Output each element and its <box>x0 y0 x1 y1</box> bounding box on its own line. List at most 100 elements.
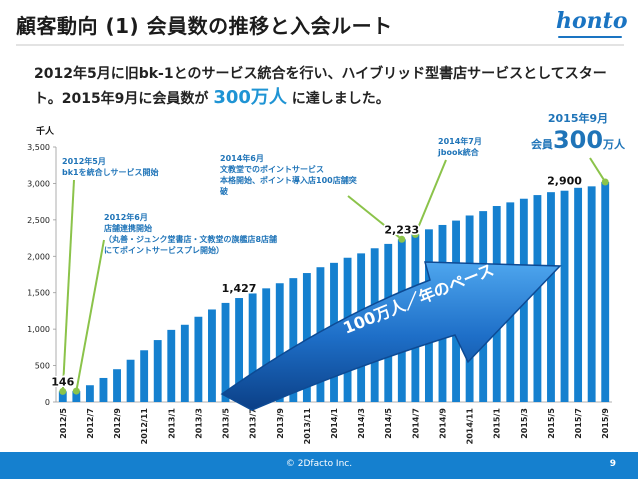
bar <box>113 369 121 402</box>
bar <box>126 359 135 402</box>
data-label: 146 <box>51 375 74 388</box>
data-label: 1,427 <box>222 282 257 295</box>
y-tick-label: 3,500 <box>27 143 50 152</box>
copyright: © 2Dfacto Inc. <box>285 459 353 469</box>
x-tick-label: 2015/5 <box>547 408 556 439</box>
bar <box>275 283 284 402</box>
callout-marker <box>411 230 419 238</box>
y-tick-label: 1,500 <box>27 289 50 298</box>
x-tick-label: 2013/3 <box>194 408 203 439</box>
x-tick-label: 2013/5 <box>222 408 231 439</box>
bar <box>194 316 203 402</box>
x-tick-label: 2013/7 <box>249 408 258 439</box>
bar <box>58 391 67 402</box>
bar <box>587 186 596 402</box>
annotation-2014-7: 2014年7月 jbook統合 <box>438 136 482 158</box>
annotation-suffix: 万人 <box>603 138 626 151</box>
y-axis-unit-label: 千人 <box>36 127 55 137</box>
callout-line <box>61 179 75 392</box>
x-tick-label: 2013/1 <box>167 408 176 439</box>
annotation-line: 破 <box>220 187 228 196</box>
y-tick-label: 3,000 <box>27 179 50 188</box>
data-label: 2,900 <box>547 175 582 188</box>
bar <box>560 190 569 402</box>
annotation-date: 2015年9月 <box>547 112 609 125</box>
annotation-line: 文教堂でのポイントサービス <box>220 165 324 174</box>
bar <box>180 324 189 402</box>
bar <box>221 302 230 402</box>
annotation-line: 本格開始、ポイント導入店100店舗突 <box>220 176 357 185</box>
x-tick-label: 2014/7 <box>411 408 420 439</box>
description-text-1: 2012年5月に旧bk-1とのサービス統合を行い、ハイブリッド型書店サービスとし… <box>34 66 607 107</box>
bar <box>99 377 108 402</box>
y-tick-label: 2,500 <box>27 216 50 225</box>
x-tick-label: 2013/11 <box>303 408 312 445</box>
x-tick-label: 2015/7 <box>574 408 583 439</box>
bar <box>302 273 311 402</box>
bar <box>235 298 244 402</box>
annotation-line: jbook統合 <box>438 148 479 157</box>
annotation-line: 店舗連携開始 <box>104 224 152 233</box>
bar <box>289 278 298 402</box>
x-tick-label: 2012/7 <box>86 408 95 439</box>
annotation-line: （丸善・ジュンク堂書店・文教堂の旗艦店8店舗 <box>104 235 278 244</box>
annotation-2014-6: 2014年6月 文教堂でのポイントサービス 本格開始、ポイント導入店100店舗突… <box>220 153 357 197</box>
callout-marker <box>59 387 67 395</box>
x-tick-label: 2015/9 <box>601 408 610 439</box>
page-title: 顧客動向 (1) 会員数の推移と入会ルート <box>16 14 393 38</box>
description-highlight: 300万人 <box>213 87 287 108</box>
callout-line <box>347 195 403 241</box>
footer-bar: © 2Dfacto Inc. 9 <box>0 452 638 479</box>
x-tick-label: 2014/5 <box>384 408 393 439</box>
y-tick-label: 0 <box>45 398 50 407</box>
member-growth-chart: 0 500 1,000 1,500 2,000 2,500 3,000 3,500 2012/5… <box>27 143 612 445</box>
title-divider <box>16 44 624 46</box>
bar <box>601 181 610 402</box>
x-tick-label: 2014/1 <box>330 408 339 439</box>
y-tick-label: 500 <box>35 362 50 371</box>
annotation-line: 2014年7月 <box>438 137 482 146</box>
x-tick-label: 2013/9 <box>276 408 285 439</box>
bar <box>262 288 271 402</box>
bar <box>140 350 149 402</box>
description: 2012年5月に旧bk-1とのサービス統合を行い、ハイブリッド型書店サービスとし… <box>34 62 624 111</box>
bar <box>72 391 81 402</box>
page-number: 9 <box>609 459 616 469</box>
description-text-2: に達しました。 <box>286 91 390 107</box>
annotation-number: 300 <box>552 126 604 154</box>
x-tick-label: 2015/1 <box>493 408 502 439</box>
x-tick-label: 2015/3 <box>520 408 529 439</box>
x-tick-label: 2014/3 <box>357 408 366 439</box>
annotation-line: 2014年6月 <box>220 154 264 163</box>
bar <box>208 309 216 402</box>
x-tick-label: 2012/11 <box>140 408 149 445</box>
annotation-line: 2012年5月 <box>62 157 106 166</box>
callout-marker <box>601 178 609 186</box>
annotation-2012-6: 2012年6月 店舗連携開始 （丸善・ジュンク堂書店・文教堂の旗艦店8店舗 にて… <box>104 212 277 256</box>
bar <box>547 192 555 402</box>
bar <box>533 195 542 402</box>
callout-line <box>75 239 105 392</box>
callout-line <box>414 159 447 235</box>
annotation-2012-5: 2012年5月 bk1を統合しサービス開始 <box>62 156 158 178</box>
annotation-line: にてポイントサービスプレ開始） <box>104 246 224 255</box>
logo-underline <box>558 36 622 38</box>
y-tick-label: 1,000 <box>27 325 50 334</box>
data-label: 2,233 <box>384 223 419 236</box>
x-tick-label: 2014/9 <box>438 408 447 439</box>
callout-marker <box>72 387 80 395</box>
callout-line <box>589 157 607 183</box>
annotation-line: bk1を統合しサービス開始 <box>62 168 159 177</box>
bar <box>153 340 162 402</box>
growth-arrow <box>220 261 562 411</box>
y-tick-label: 2,000 <box>27 252 50 261</box>
x-tick-label: 2012/9 <box>113 408 122 439</box>
honto-logo: honto <box>556 8 628 34</box>
x-tick-label: 2012/5 <box>59 408 68 439</box>
annotation-prefix: 会員 <box>530 138 553 151</box>
annotation-2015-9: 2015年9月 会員300万人 <box>528 110 628 154</box>
annotation-line: 2012年6月 <box>104 213 148 222</box>
bar <box>85 385 94 402</box>
bar <box>574 187 583 402</box>
callout-marker <box>398 235 406 243</box>
